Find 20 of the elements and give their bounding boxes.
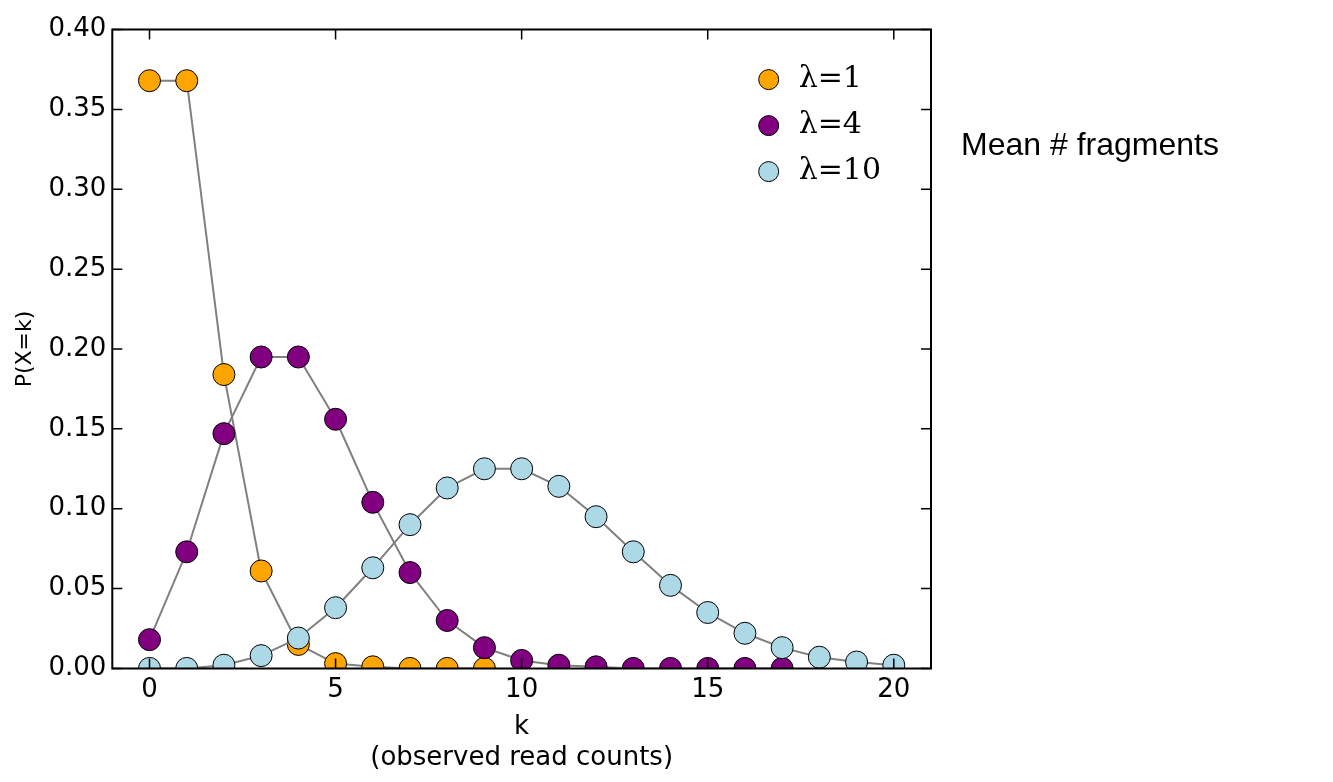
y-tick-label: 0.25 — [48, 251, 107, 282]
x-tick-label: 20 — [877, 672, 911, 703]
x-tick-label: 0 — [141, 672, 158, 703]
y-tick-label: 0.10 — [48, 491, 107, 522]
y-tick-label: 0.05 — [48, 571, 107, 602]
y-tick-label: 0.00 — [48, 651, 107, 682]
x-tick-label: 10 — [505, 672, 539, 703]
x-tick-label: 5 — [327, 672, 344, 703]
x-tick-label: 15 — [691, 672, 725, 703]
legend-label: λ=10 — [798, 151, 881, 187]
y-tick-label: 0.35 — [48, 92, 107, 123]
y-axis-title: P(X=k) — [10, 310, 36, 388]
x-axis-title: k (observed read counts) — [370, 709, 674, 772]
y-tick-label: 0.15 — [48, 411, 107, 442]
y-tick-label: 0.30 — [48, 172, 107, 203]
legend-label: λ=1 — [798, 59, 862, 95]
y-tick-label: 0.20 — [48, 331, 107, 362]
text: Mean # fragments — [961, 126, 1219, 163]
y-tick-label: 0.40 — [48, 12, 107, 43]
legend-label: λ=4 — [798, 105, 862, 141]
